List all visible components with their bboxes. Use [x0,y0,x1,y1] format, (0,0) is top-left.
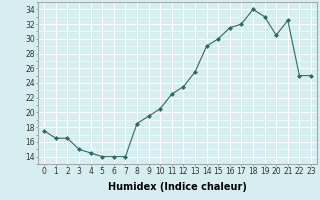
X-axis label: Humidex (Indice chaleur): Humidex (Indice chaleur) [108,182,247,192]
